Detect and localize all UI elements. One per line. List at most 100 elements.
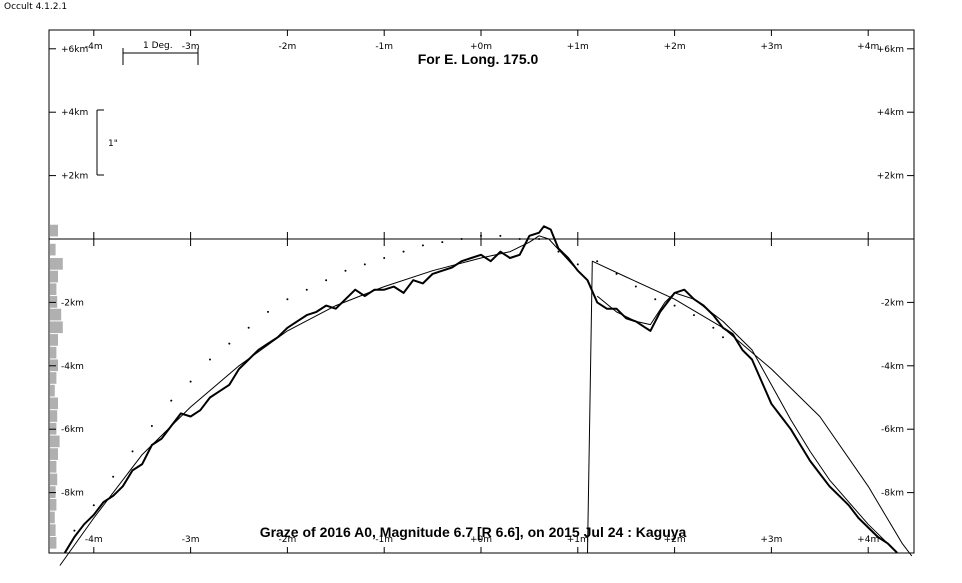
smoothed-limb-line xyxy=(59,235,588,566)
x-tick-label-bottom: +1m xyxy=(567,535,589,545)
scale-bars: 1 Deg. 1" xyxy=(96,41,199,176)
y-tick-label-right: +2km xyxy=(877,172,904,182)
y-tick-label-left: +6km xyxy=(61,45,88,55)
y-tick-label-left: +4km xyxy=(61,108,88,118)
lunar-limb-profile-line xyxy=(63,225,898,554)
histogram-bar xyxy=(50,410,58,422)
reference-dot xyxy=(692,314,695,317)
histogram-bar xyxy=(50,511,55,524)
x-tick-label-bottom: -4m xyxy=(85,535,103,545)
y-tick-label-right: -4km xyxy=(881,362,904,372)
plot-frame xyxy=(48,29,915,554)
reference-dot xyxy=(402,250,405,253)
histogram-bar xyxy=(50,258,63,270)
reference-dot xyxy=(325,279,328,282)
y-tick-label-right: -2km xyxy=(881,298,904,308)
x-tick-label-top: -4m xyxy=(85,42,103,52)
histogram-bar xyxy=(50,536,57,549)
x-tick-label-top: +4m xyxy=(857,42,879,52)
reference-dot xyxy=(170,399,173,402)
histogram-bar xyxy=(50,243,56,256)
x-tick-label-bottom: +4m xyxy=(857,535,879,545)
histogram-bar xyxy=(50,283,57,296)
reference-dot xyxy=(441,241,444,244)
y-tick-label-left: -4km xyxy=(61,362,84,372)
reference-dot xyxy=(131,450,134,453)
reference-dot xyxy=(460,238,463,240)
reference-dot xyxy=(538,238,541,240)
reference-dot xyxy=(92,504,95,507)
histogram-bar xyxy=(50,270,58,283)
y-tick-label-left: -8km xyxy=(61,489,84,499)
degree-scale-label: 1 Deg. xyxy=(143,41,173,51)
reference-dot xyxy=(596,260,599,263)
app-title: Occult 4.1.2.1 xyxy=(4,2,68,12)
reference-dot xyxy=(499,234,502,237)
reference-dot xyxy=(712,326,715,329)
reference-dot xyxy=(150,425,153,428)
y-tick-label-right: +4km xyxy=(877,108,904,118)
reference-dot xyxy=(247,326,250,329)
axis-ticks-layer: -4m -4m -3m -3m -2m -2m -1m -1m +0m +0m +1m +1m +2m +… xyxy=(49,30,914,553)
histogram-bar xyxy=(50,397,58,410)
x-tick-label-top: -2m xyxy=(279,42,297,52)
reference-dot xyxy=(421,244,424,247)
reference-dot xyxy=(286,298,289,301)
histogram-bar xyxy=(50,498,57,511)
x-tick-label-bottom: -1m xyxy=(375,535,393,545)
histogram-bar xyxy=(50,524,56,536)
reference-dot xyxy=(722,336,724,339)
histogram-bar xyxy=(50,224,58,237)
arcsec-scale-label: 1" xyxy=(108,139,118,149)
x-tick-label-top: +3m xyxy=(760,42,782,52)
histogram-bar xyxy=(50,334,58,346)
y-tick-label-right: -6km xyxy=(881,425,904,435)
y-tick-label-left: -2km xyxy=(61,298,84,308)
x-tick-label-bottom: +0m xyxy=(470,535,492,545)
reference-dot xyxy=(383,257,386,260)
histogram-bar xyxy=(50,384,55,397)
reference-dot xyxy=(189,380,192,383)
x-tick-label-bottom: -3m xyxy=(182,535,200,545)
reference-dot xyxy=(363,263,366,266)
reference-dot xyxy=(344,269,347,272)
x-tick-label-top: +0m xyxy=(470,42,492,52)
histogram-bar xyxy=(50,422,57,435)
reference-dot xyxy=(615,272,618,275)
histogram-bar xyxy=(50,448,58,460)
x-tick-label-bottom: +2m xyxy=(664,535,686,545)
histogram-bar xyxy=(50,346,57,359)
reference-dot xyxy=(208,358,211,361)
x-tick-label-top: +2m xyxy=(664,42,686,52)
reference-dot xyxy=(267,310,270,313)
smoothed-limb-right-line xyxy=(596,292,898,554)
y-tick-label-left: +2km xyxy=(61,172,88,182)
reference-dot xyxy=(305,288,308,291)
histogram-bar xyxy=(50,473,58,486)
chart-title: For E. Long. 175.0 xyxy=(418,51,539,67)
reference-dot xyxy=(112,475,115,478)
reference-dot xyxy=(73,529,76,532)
mean-limb-arc-line xyxy=(587,260,913,557)
histogram-bar xyxy=(50,321,63,334)
series-layer xyxy=(59,225,913,566)
reference-dot xyxy=(480,234,482,237)
reference-dot xyxy=(654,298,657,301)
y-tick-label-left: -6km xyxy=(61,425,84,435)
x-tick-label-bottom: -2m xyxy=(279,535,297,545)
x-tick-label-top: -1m xyxy=(375,42,393,52)
reference-dot xyxy=(576,263,579,266)
y-tick-label-right: +6km xyxy=(877,45,904,55)
y-tick-label-right: -8km xyxy=(881,489,904,499)
reference-dot xyxy=(634,285,637,288)
x-tick-label-top: -3m xyxy=(182,42,200,52)
x-tick-label-bottom: +3m xyxy=(760,535,782,545)
histogram-bar xyxy=(50,435,60,448)
reference-dot xyxy=(518,238,521,240)
histogram-bar xyxy=(50,372,57,384)
reference-dot xyxy=(673,304,676,307)
reference-dot xyxy=(557,250,560,253)
histogram-bar xyxy=(50,460,57,473)
histogram-bar xyxy=(50,308,62,321)
